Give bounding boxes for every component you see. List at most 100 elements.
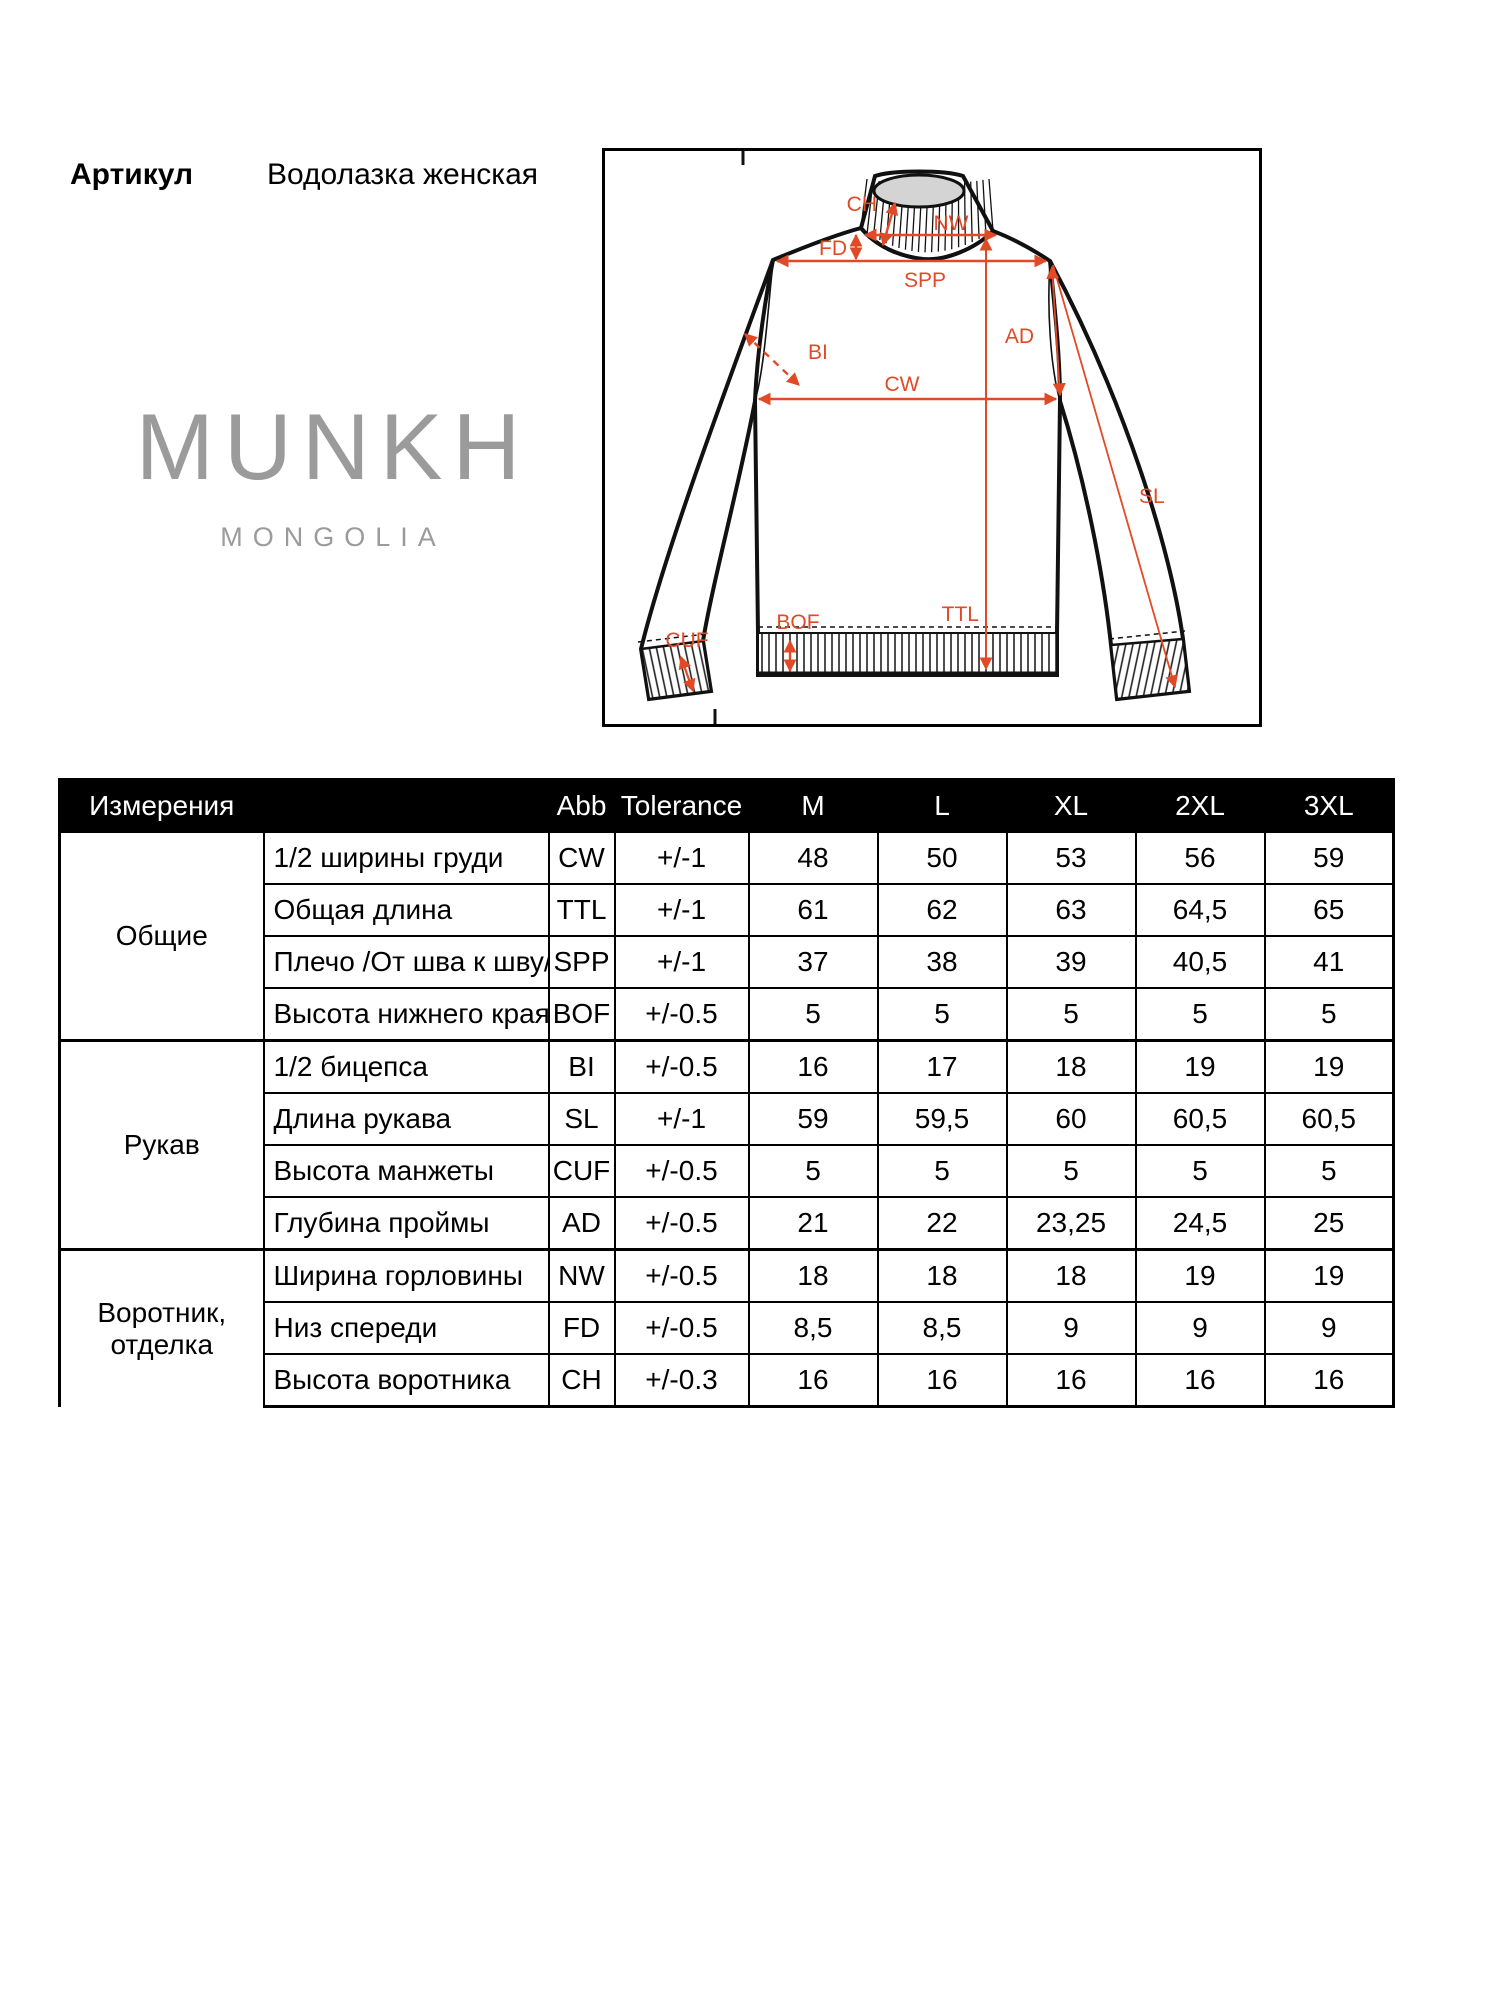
measure-name: Глубина проймы xyxy=(262,1196,550,1251)
size-value: 5 xyxy=(876,1144,1008,1198)
measure-name: Ширина горловины xyxy=(262,1248,550,1303)
size-value: 61 xyxy=(747,883,879,937)
measure-tolerance: +/-0.5 xyxy=(613,1248,750,1303)
measure-abb: TTL xyxy=(547,883,616,937)
bi-label: BI xyxy=(808,341,828,364)
measure-abb: SL xyxy=(547,1092,616,1146)
size-value: 9 xyxy=(1134,1301,1266,1355)
measure-tolerance: +/-0.3 xyxy=(613,1353,750,1408)
size-value: 60,5 xyxy=(1263,1092,1395,1146)
size-value: 50 xyxy=(876,831,1008,885)
size-value: 25 xyxy=(1263,1196,1395,1251)
size-value: 60 xyxy=(1005,1092,1137,1146)
measure-tolerance: +/-1 xyxy=(613,883,750,937)
left-cuff-seam xyxy=(637,633,707,643)
table-row: Рукав 1/2 бицепса BI +/-0.5 16 17 18 19 … xyxy=(58,1039,1395,1251)
sweater-measurement-diagram: CH NW FD SPP AD BI CW SL TTL CUF BOF xyxy=(602,148,1262,727)
right-cuff-rib xyxy=(1109,637,1191,701)
brand-subtitle: MONGOLIA xyxy=(220,522,446,552)
table-row: Общие 1/2 ширины груди CW +/-1 48 50 53 … xyxy=(58,831,1395,1042)
measure-name: 1/2 ширины груди xyxy=(262,831,550,885)
size-value: 19 xyxy=(1134,1039,1266,1094)
table-header-row: Измерения Abb Tolerance M L XL 2XL 3XL xyxy=(58,778,1395,833)
size-value: 9 xyxy=(1005,1301,1137,1355)
brand-logo: MUNKH MONGOLIA xyxy=(33,400,633,553)
header-size-l: L xyxy=(876,778,1008,833)
size-value: 59 xyxy=(747,1092,879,1146)
measurement-arrows xyxy=(678,201,1178,693)
measure-tolerance: +/-0.5 xyxy=(613,1196,750,1251)
size-value: 39 xyxy=(1005,935,1137,989)
size-value: 18 xyxy=(876,1248,1008,1303)
size-value: 16 xyxy=(876,1353,1008,1408)
size-value: 40,5 xyxy=(1134,935,1266,989)
cw-label: CW xyxy=(885,373,920,396)
body xyxy=(752,225,1063,677)
measure-name: Низ спереди xyxy=(262,1301,550,1355)
group-label-obschie: Общие xyxy=(58,831,265,1042)
collar-opening xyxy=(872,173,966,209)
size-value: 16 xyxy=(1134,1353,1266,1408)
size-value: 60,5 xyxy=(1134,1092,1266,1146)
measure-name: Плечо /От шва к шву/ xyxy=(262,935,550,989)
table-row: Высота манжеты CUF +/-0.5 5 5 5 5 5 xyxy=(60,1144,1395,1198)
measure-tolerance: +/-1 xyxy=(613,1092,750,1146)
size-value: 5 xyxy=(1134,987,1266,1042)
size-value: 9 xyxy=(1263,1301,1395,1355)
nw-label: NW xyxy=(934,212,969,235)
brand-name: MUNKH xyxy=(135,394,531,499)
ad-arrow xyxy=(1046,265,1066,397)
size-value: 16 xyxy=(1005,1353,1137,1408)
measure-name: Высота манжеты xyxy=(262,1144,550,1198)
size-value: 16 xyxy=(747,1039,879,1094)
header-size-m: M xyxy=(747,778,879,833)
table-row: Высота нижнего края BOF +/-0.5 5 5 5 5 5 xyxy=(60,987,1395,1042)
measure-tolerance: +/-1 xyxy=(613,935,750,989)
measure-tolerance: +/-0.5 xyxy=(613,1039,750,1094)
measure-abb: CH xyxy=(547,1353,616,1408)
size-value: 19 xyxy=(1263,1039,1395,1094)
size-value: 38 xyxy=(876,935,1008,989)
article-label: Артикул xyxy=(70,158,194,191)
table-row: Длина рукава SL +/-1 59 59,5 60 60,5 60,… xyxy=(60,1092,1395,1146)
sl-label: SL xyxy=(1139,485,1165,508)
spp-label: SPP xyxy=(904,269,946,292)
size-value: 21 xyxy=(747,1196,879,1251)
size-value: 5 xyxy=(1134,1144,1266,1198)
measure-tolerance: +/-0.5 xyxy=(613,987,750,1042)
size-value: 5 xyxy=(1263,1144,1395,1198)
header-abb: Abb xyxy=(547,778,616,833)
measure-name: Общая длина xyxy=(262,883,550,937)
size-value: 65 xyxy=(1263,883,1395,937)
measure-abb: CUF xyxy=(547,1144,616,1198)
size-value: 59 xyxy=(1263,831,1395,885)
size-value: 56 xyxy=(1134,831,1266,885)
size-value: 53 xyxy=(1005,831,1137,885)
measure-tolerance: +/-0.5 xyxy=(613,1301,750,1355)
measure-abb: CW xyxy=(547,831,616,885)
size-value: 18 xyxy=(1005,1039,1137,1094)
measure-abb: AD xyxy=(547,1196,616,1251)
size-value: 16 xyxy=(747,1353,879,1408)
header-size-2xl: 2XL xyxy=(1134,778,1266,833)
size-value: 19 xyxy=(1134,1248,1266,1303)
group-label-vorotnik: Воротник, отделка xyxy=(58,1248,265,1407)
hem-rib xyxy=(757,632,1058,676)
size-value: 5 xyxy=(747,987,879,1042)
size-value: 19 xyxy=(1263,1248,1395,1303)
size-value: 5 xyxy=(1005,1144,1137,1198)
size-value: 37 xyxy=(747,935,879,989)
measure-name: 1/2 бицепса xyxy=(262,1039,550,1094)
size-value: 5 xyxy=(876,987,1008,1042)
size-value: 5 xyxy=(1005,987,1137,1042)
sl-arrow xyxy=(1052,264,1178,689)
measure-tolerance: +/-0.5 xyxy=(613,1144,750,1198)
size-value: 23,25 xyxy=(1005,1196,1137,1251)
table-row: Плечо /От шва к шву/ SPP +/-1 37 38 39 4… xyxy=(60,935,1395,989)
measure-abb: BI xyxy=(547,1039,616,1094)
ad-label: AD xyxy=(1005,325,1034,348)
size-value: 8,5 xyxy=(747,1301,879,1355)
size-spec-table: Измерения Abb Tolerance M L XL 2XL 3XL О… xyxy=(58,778,1395,1408)
size-value: 17 xyxy=(876,1039,1008,1094)
